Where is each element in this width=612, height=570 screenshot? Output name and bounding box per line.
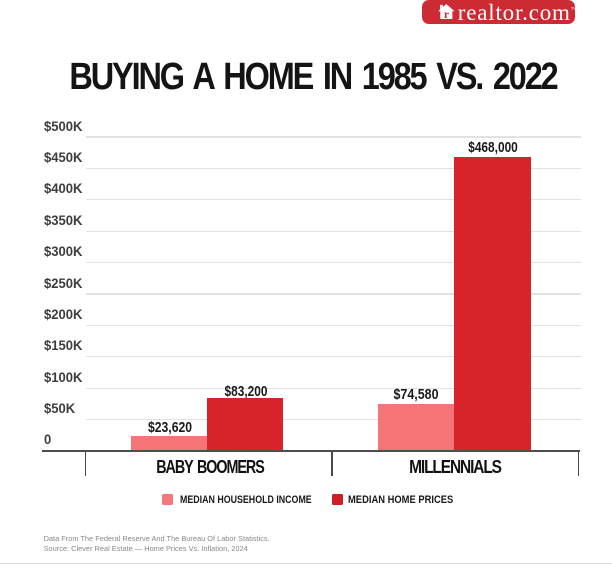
- svg-text:r: r: [443, 8, 448, 19]
